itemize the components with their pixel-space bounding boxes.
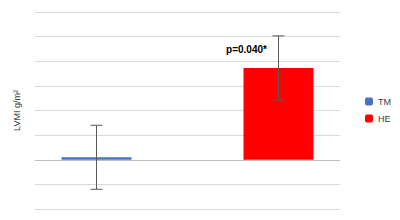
svg-text:p=0.040*: p=0.040* bbox=[226, 44, 267, 55]
svg-text:TM: TM bbox=[378, 97, 391, 107]
svg-text:LVMI g/m²: LVMI g/m² bbox=[12, 90, 22, 131]
svg-text:HE: HE bbox=[378, 114, 391, 124]
